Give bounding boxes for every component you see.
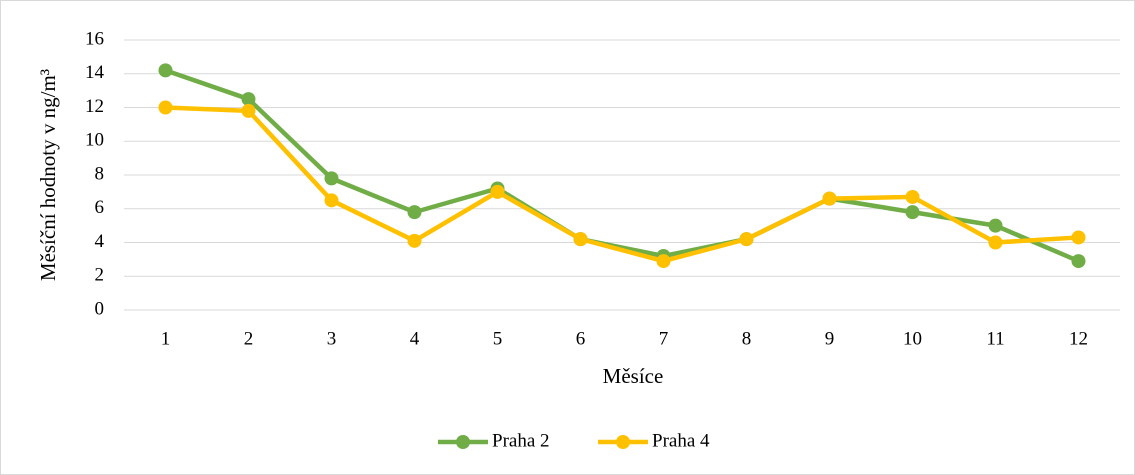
x-axis-title: Měsíce (603, 364, 664, 388)
y-tick-label: 4 (95, 231, 105, 252)
x-tick-label: 8 (742, 328, 752, 349)
point (1071, 230, 1086, 245)
point (988, 235, 1003, 250)
point (407, 233, 422, 248)
y-tick-label: 16 (85, 28, 104, 49)
point (905, 205, 920, 220)
y-tick-label: 6 (95, 197, 105, 218)
y-tick-label: 2 (95, 265, 105, 286)
y-tick-label: 12 (85, 96, 104, 117)
x-tick-label: 7 (659, 328, 669, 349)
point (656, 254, 671, 269)
point (490, 184, 505, 199)
x-tick-label: 1 (161, 328, 171, 349)
x-tick-label: 4 (410, 328, 420, 349)
y-tick-label: 0 (95, 298, 105, 319)
legend-marker (456, 435, 470, 449)
x-tick-label: 9 (825, 328, 835, 349)
point (905, 189, 920, 204)
point (241, 92, 256, 107)
y-axis-title: Měsíční hodnoty v ng/m³ (36, 69, 60, 281)
x-tick-label: 11 (986, 328, 1004, 349)
y-tick-label: 8 (95, 163, 105, 184)
y-tick-label: 10 (85, 130, 104, 151)
point (241, 103, 256, 118)
x-tick-label: 10 (903, 328, 922, 349)
series-line (165, 105, 1079, 264)
point (407, 205, 422, 220)
point (324, 193, 339, 208)
point (988, 218, 1003, 233)
point (822, 191, 837, 206)
point (739, 232, 754, 247)
x-tick-label: 5 (493, 328, 503, 349)
point (324, 171, 339, 186)
x-tick-label: 3 (327, 328, 337, 349)
point (573, 232, 588, 247)
legend-label: Praha 4 (652, 430, 710, 451)
legend-marker (616, 435, 630, 449)
legend-label: Praha 2 (492, 430, 550, 451)
y-tick-label: 14 (85, 62, 105, 83)
x-tick-label: 12 (1069, 328, 1088, 349)
x-tick-label: 2 (244, 328, 254, 349)
point (158, 63, 173, 78)
series-line (164, 68, 1080, 264)
point (1071, 254, 1086, 269)
point (158, 100, 173, 115)
x-tick-label: 6 (576, 328, 586, 349)
